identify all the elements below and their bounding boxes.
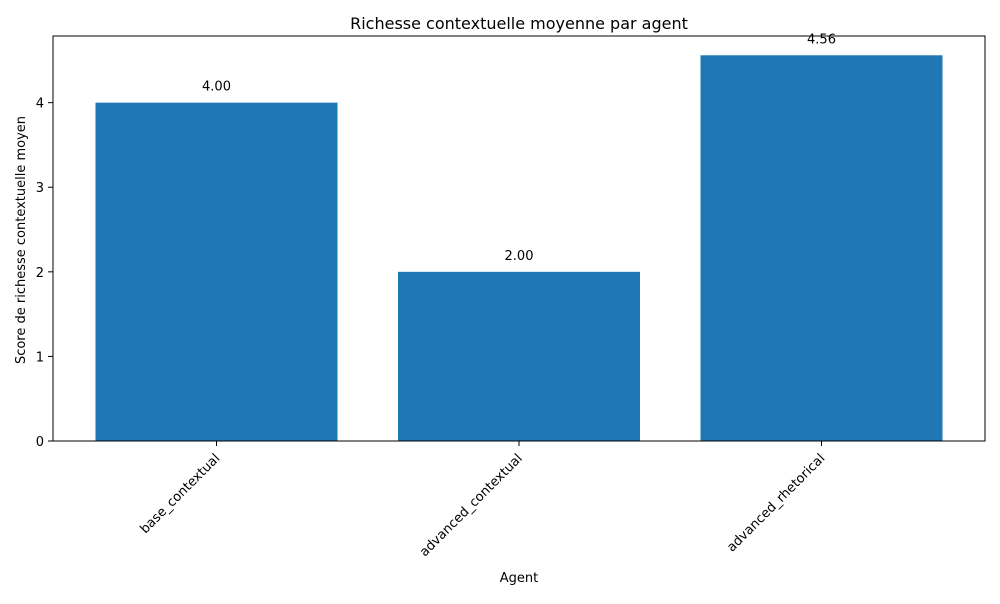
y-tick-label-3: 3 <box>36 181 44 196</box>
x-tick-label-advanced_contextual: advanced_contextual <box>417 451 526 560</box>
axes-frame <box>52 35 986 442</box>
x-tick-label-advanced_rhetorical: advanced_rhetorical <box>724 451 828 555</box>
y-tick-label-2: 2 <box>36 266 44 281</box>
bar-advanced_rhetorical <box>700 55 943 442</box>
y-tick-label-4: 4 <box>36 97 44 112</box>
data-label-base_contextual: 4.00 <box>202 80 231 95</box>
chart-title: Richesse contextuelle moyenne par agent <box>350 14 688 33</box>
bar-advanced_contextual <box>398 271 640 441</box>
plot-area: 4.00 base_contextual 2.00 advanced_contextu… <box>36 32 986 560</box>
y-tick-label-1: 1 <box>36 350 44 365</box>
y-tick-label-0: 0 <box>36 435 44 450</box>
x-axis-label: Agent <box>500 571 538 586</box>
data-label-advanced_contextual: 2.00 <box>505 249 534 264</box>
x-tick-label-base_contextual: base_contextual <box>138 451 224 537</box>
data-label-advanced_rhetorical: 4.56 <box>807 32 836 47</box>
y-axis-label: Score de richesse contextuelle moyen <box>14 116 29 364</box>
bar-base_contextual <box>95 102 338 441</box>
